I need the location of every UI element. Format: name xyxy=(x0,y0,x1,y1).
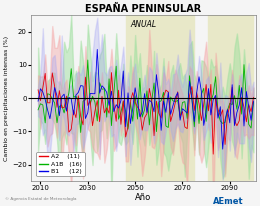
Text: AEmet: AEmet xyxy=(213,197,244,206)
Legend: A2    (11), A1B   (16), B1     (12): A2 (11), A1B (16), B1 (12) xyxy=(36,152,85,177)
Text: © Agencia Estatal de Meteorología: © Agencia Estatal de Meteorología xyxy=(5,197,77,201)
Title: ESPAÑA PENINSULAR: ESPAÑA PENINSULAR xyxy=(85,4,202,14)
Y-axis label: Cambio en precipitaciones intensas (%): Cambio en precipitaciones intensas (%) xyxy=(4,36,9,161)
Bar xyxy=(126,15,194,181)
Text: ANUAL: ANUAL xyxy=(130,20,157,29)
Bar xyxy=(209,15,254,181)
X-axis label: Año: Año xyxy=(135,193,152,202)
